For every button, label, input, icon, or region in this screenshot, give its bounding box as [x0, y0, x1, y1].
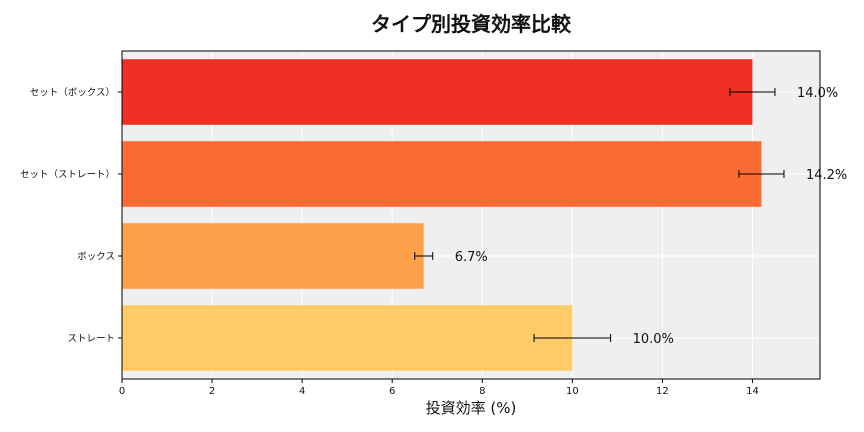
value-label: 6.7% — [455, 250, 488, 265]
x-tick-label: 10 — [566, 386, 579, 397]
x-tick-label: 6 — [389, 386, 395, 397]
category-label: ストレート — [67, 334, 115, 345]
category-label: セット（ストレート） — [20, 169, 115, 181]
category-label: ボックス — [77, 252, 115, 263]
bars — [122, 59, 762, 371]
x-tick-label: 2 — [209, 386, 215, 397]
x-tick-label: 0 — [119, 386, 125, 397]
bar — [122, 59, 753, 125]
bar — [122, 141, 762, 207]
x-tick-label: 4 — [299, 386, 305, 397]
x-tick-label: 14 — [746, 386, 759, 397]
bar — [122, 305, 573, 371]
value-label: 14.2% — [806, 168, 847, 183]
value-label: 14.0% — [797, 86, 838, 101]
plot-frame — [121, 50, 821, 380]
x-axis: 0 2 4 6 8 10 12 14 — [119, 379, 759, 397]
x-axis-label: 投資効率 (%) — [426, 399, 517, 417]
bar — [122, 223, 424, 289]
category-label: セット（ボックス） — [30, 87, 115, 99]
chart-title: タイプ別投資効率比較 — [371, 12, 572, 36]
value-labels: 14.0% 14.2% 6.7% 10.0% — [455, 86, 848, 347]
x-tick-label: 12 — [656, 386, 669, 397]
x-tick-label: 8 — [479, 386, 485, 397]
value-label: 10.0% — [633, 332, 674, 347]
error-bars — [414, 88, 785, 342]
